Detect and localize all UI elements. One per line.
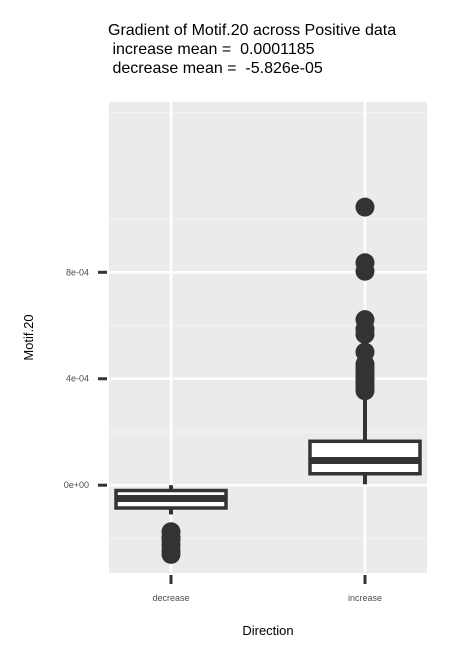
outlier-point	[161, 544, 181, 564]
x-tick-label: increase	[348, 593, 382, 603]
box-decrease	[114, 485, 228, 564]
box-series	[114, 197, 422, 564]
y-tick-label: 0e+00	[64, 480, 89, 490]
x-axis-title: Direction	[242, 623, 293, 638]
chart-title-line-3: decrease mean = -5.826e-05	[108, 60, 323, 77]
chart-title-line-2: increase mean = 0.0001185	[108, 41, 315, 58]
outlier-point	[355, 197, 375, 217]
y-axis-title: Motif.20	[21, 314, 36, 360]
y-tick-label: 8e-04	[66, 267, 89, 277]
outlier-point	[355, 253, 375, 273]
x-tick-label: decrease	[152, 593, 189, 603]
outlier-point	[355, 310, 375, 330]
chart-title: Gradient of Motif.20 across Positive dat…	[108, 21, 448, 78]
axis-ticks: 0e+00 4e-04 8e-04 decrease increase	[64, 267, 382, 603]
outlier-point	[355, 342, 375, 362]
box-increase	[308, 197, 422, 485]
chart-title-line-1: Gradient of Motif.20 across Positive dat…	[108, 22, 397, 39]
y-tick-label: 4e-04	[66, 374, 89, 384]
